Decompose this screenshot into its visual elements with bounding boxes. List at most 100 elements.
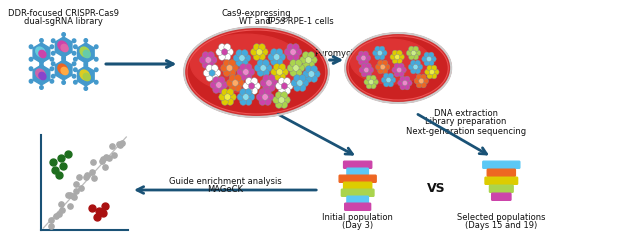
Circle shape <box>273 54 280 60</box>
Circle shape <box>278 53 286 60</box>
Circle shape <box>275 92 283 99</box>
Circle shape <box>431 73 437 79</box>
Circle shape <box>308 61 315 68</box>
FancyBboxPatch shape <box>483 161 520 168</box>
Circle shape <box>243 83 250 90</box>
Circle shape <box>416 82 422 88</box>
Circle shape <box>362 71 367 77</box>
Circle shape <box>365 55 371 61</box>
Ellipse shape <box>184 27 329 117</box>
Circle shape <box>431 56 436 62</box>
Circle shape <box>310 75 318 82</box>
Circle shape <box>225 94 231 100</box>
Circle shape <box>415 68 421 74</box>
Text: MAGeCK: MAGeCK <box>207 186 244 195</box>
Ellipse shape <box>191 34 302 93</box>
Circle shape <box>381 77 387 83</box>
Circle shape <box>379 46 385 52</box>
Circle shape <box>242 69 249 75</box>
Circle shape <box>392 67 397 73</box>
Circle shape <box>236 50 242 57</box>
Circle shape <box>400 84 405 90</box>
Circle shape <box>394 63 400 69</box>
Circle shape <box>72 62 76 66</box>
Circle shape <box>398 80 404 86</box>
Circle shape <box>366 75 372 81</box>
FancyBboxPatch shape <box>341 189 374 196</box>
Circle shape <box>422 56 428 62</box>
Circle shape <box>419 78 424 84</box>
Circle shape <box>211 65 218 72</box>
Circle shape <box>51 52 55 55</box>
Circle shape <box>399 71 404 77</box>
Circle shape <box>408 46 414 52</box>
Text: (Day 3): (Day 3) <box>342 221 373 230</box>
Circle shape <box>231 64 238 72</box>
Circle shape <box>423 78 429 84</box>
Polygon shape <box>56 37 72 57</box>
Circle shape <box>237 93 244 101</box>
Circle shape <box>377 50 383 56</box>
Circle shape <box>407 50 412 56</box>
Circle shape <box>386 77 391 83</box>
Ellipse shape <box>348 36 449 100</box>
Circle shape <box>94 57 98 61</box>
Circle shape <box>260 65 267 71</box>
Circle shape <box>302 79 308 87</box>
Circle shape <box>358 59 364 65</box>
Circle shape <box>295 48 302 56</box>
Circle shape <box>253 44 260 51</box>
Circle shape <box>259 53 265 60</box>
Circle shape <box>264 89 271 96</box>
Circle shape <box>283 96 290 104</box>
Circle shape <box>216 82 222 88</box>
Text: Library preparation: Library preparation <box>425 118 507 127</box>
Circle shape <box>414 78 420 84</box>
Circle shape <box>291 79 298 87</box>
Circle shape <box>209 70 215 76</box>
Circle shape <box>278 87 285 94</box>
Circle shape <box>373 50 378 56</box>
Ellipse shape <box>36 47 45 57</box>
Circle shape <box>394 71 400 77</box>
Circle shape <box>94 68 98 72</box>
Circle shape <box>424 60 429 66</box>
Circle shape <box>73 80 77 84</box>
FancyBboxPatch shape <box>347 196 368 203</box>
Circle shape <box>310 66 318 73</box>
Circle shape <box>229 60 236 67</box>
FancyBboxPatch shape <box>487 169 515 176</box>
Circle shape <box>73 45 77 49</box>
Circle shape <box>213 86 220 93</box>
Circle shape <box>281 83 288 89</box>
Circle shape <box>290 49 296 55</box>
Ellipse shape <box>80 70 89 80</box>
Circle shape <box>294 75 300 82</box>
Text: DNA extraction: DNA extraction <box>434 108 498 118</box>
Circle shape <box>94 45 98 49</box>
Text: RPE-1 cells: RPE-1 cells <box>286 17 334 27</box>
Circle shape <box>271 58 278 65</box>
Circle shape <box>51 39 55 43</box>
Polygon shape <box>33 43 50 63</box>
Circle shape <box>251 48 257 56</box>
Circle shape <box>287 53 294 60</box>
FancyBboxPatch shape <box>344 182 372 189</box>
Circle shape <box>202 61 209 68</box>
Circle shape <box>421 74 426 80</box>
Text: DDR-focused CRISPR-Cas9: DDR-focused CRISPR-Cas9 <box>8 9 119 18</box>
Ellipse shape <box>61 44 68 52</box>
Circle shape <box>397 58 402 64</box>
Circle shape <box>84 39 88 42</box>
Circle shape <box>305 66 312 73</box>
Circle shape <box>428 52 434 58</box>
Circle shape <box>244 54 251 61</box>
Circle shape <box>72 52 76 55</box>
Circle shape <box>408 64 414 70</box>
Circle shape <box>260 79 267 87</box>
Circle shape <box>413 54 418 60</box>
Text: WT and: WT and <box>239 17 273 27</box>
Circle shape <box>300 56 307 64</box>
Circle shape <box>421 82 426 88</box>
Circle shape <box>50 67 54 71</box>
